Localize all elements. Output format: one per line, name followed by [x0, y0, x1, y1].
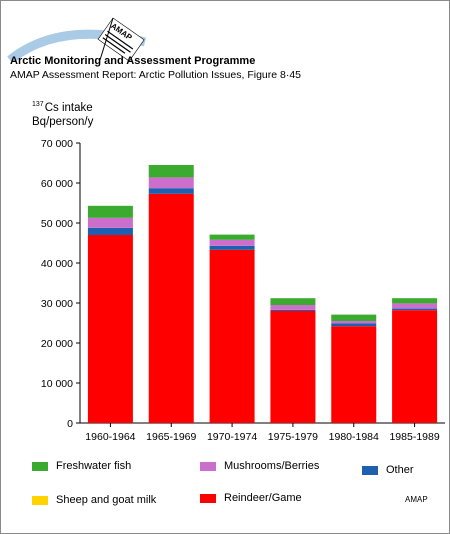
- bar-segment: [148, 193, 194, 423]
- legend-swatch: [362, 466, 378, 475]
- amap-logo: AMAP: [7, 17, 147, 62]
- x-tick-label: 1975-1979: [268, 431, 318, 443]
- bar-segment: [87, 205, 133, 218]
- legend-swatch: [32, 496, 48, 505]
- legend-label: Reindeer/Game: [224, 492, 302, 504]
- bar-segment: [87, 217, 133, 228]
- bar-segment: [331, 314, 377, 321]
- bar-segment: [148, 165, 194, 178]
- bar-segment: [392, 310, 438, 423]
- bar-segment: [270, 298, 316, 305]
- y-axis-label-text: Cs intake: [44, 102, 93, 114]
- legend-label: Mushrooms/Berries: [224, 460, 320, 472]
- legend-label: Sheep and goat milk: [56, 494, 157, 506]
- y-tick-label: 70 000: [41, 138, 73, 150]
- bar-segment: [270, 305, 316, 310]
- legend-swatch: [32, 462, 48, 471]
- x-tick-label: 1980-1984: [329, 431, 379, 443]
- bar-segment: [209, 249, 255, 423]
- bar-segment: [270, 311, 316, 423]
- y-tick-label: 50 000: [41, 218, 73, 230]
- bar-segment: [392, 303, 438, 309]
- y-axis-label-superscript: 137: [32, 101, 44, 108]
- y-tick-label: 20 000: [41, 338, 73, 350]
- bar-segment: [331, 321, 377, 324]
- bar-segment: [209, 234, 255, 240]
- y-tick-label: 0: [67, 418, 73, 430]
- bar-segment: [148, 177, 194, 189]
- bar-segment: [87, 235, 133, 423]
- bar-segment: [209, 245, 255, 250]
- bar-segment: [392, 298, 438, 304]
- credit-text: AMAP: [405, 495, 428, 504]
- y-axis-label-line2: Bq/person/y: [32, 116, 94, 128]
- bar-segment: [87, 227, 133, 235]
- y-tick-label: 30 000: [41, 298, 73, 310]
- logo-pole: [99, 17, 114, 61]
- legend-swatch: [200, 462, 216, 471]
- x-tick-label: 1965-1969: [146, 431, 196, 443]
- y-tick-label: 10 000: [41, 378, 73, 390]
- bar-segment: [148, 188, 194, 194]
- bar-segment: [331, 323, 377, 327]
- legend-swatch: [200, 494, 216, 503]
- y-axis-label-line1: 137Cs intake: [32, 101, 93, 114]
- bar-segment: [209, 239, 255, 246]
- y-tick-label: 60 000: [41, 178, 73, 190]
- legend-label: Other: [386, 464, 414, 476]
- bar-segment: [331, 326, 377, 423]
- legend-label: Freshwater fish: [56, 460, 132, 472]
- x-tick-label: 1985-1989: [389, 431, 439, 443]
- bar-segment: [270, 309, 316, 311]
- y-tick-label: 40 000: [41, 258, 73, 270]
- page-subtitle: AMAP Assessment Report: Arctic Pollution…: [10, 69, 302, 81]
- x-tick-label: 1970-1974: [207, 431, 257, 443]
- page-title: Arctic Monitoring and Assessment Program…: [10, 55, 256, 67]
- bar-segment: [392, 308, 438, 311]
- x-tick-label: 1960-1964: [85, 431, 135, 443]
